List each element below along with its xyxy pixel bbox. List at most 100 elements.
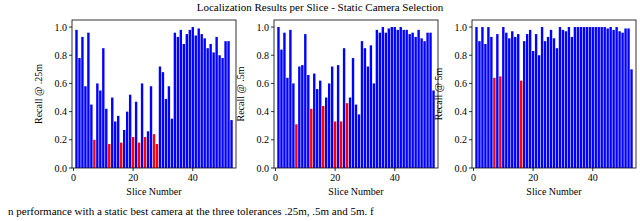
bar bbox=[429, 33, 431, 168]
bar bbox=[165, 99, 167, 168]
bar bbox=[358, 114, 360, 168]
bar bbox=[490, 37, 492, 168]
bar bbox=[595, 27, 597, 168]
y-tick-label: 0.2 bbox=[257, 134, 270, 145]
bar bbox=[129, 95, 131, 168]
y-tick-label: 0.8 bbox=[257, 50, 270, 61]
bar bbox=[331, 67, 333, 168]
y-tick bbox=[271, 83, 274, 84]
bar bbox=[307, 75, 309, 168]
bar bbox=[379, 33, 381, 168]
x-tick-label: 0 bbox=[471, 172, 476, 183]
y-tick-label: 0.2 bbox=[455, 134, 468, 145]
bar bbox=[168, 86, 170, 168]
bar bbox=[481, 27, 483, 168]
bar bbox=[583, 27, 585, 168]
bar bbox=[346, 103, 348, 168]
y-tick bbox=[469, 27, 472, 28]
bar bbox=[316, 89, 318, 168]
x-tick bbox=[473, 168, 474, 171]
bar bbox=[592, 27, 594, 168]
bar bbox=[162, 72, 164, 168]
x-axis-label: Slice Number bbox=[526, 186, 582, 197]
bar bbox=[153, 134, 155, 168]
bar bbox=[397, 30, 399, 168]
bar bbox=[615, 27, 617, 168]
x-axis-label: Slice Number bbox=[126, 186, 182, 197]
bar bbox=[343, 48, 345, 168]
bars bbox=[75, 27, 232, 168]
x-tick-label: 40 bbox=[188, 172, 198, 183]
bar bbox=[580, 27, 582, 168]
bar bbox=[487, 27, 489, 168]
y-tick bbox=[469, 55, 472, 56]
y-tick bbox=[469, 168, 472, 169]
bar bbox=[337, 65, 339, 168]
x-tick bbox=[275, 168, 276, 171]
bar bbox=[529, 30, 531, 168]
bar bbox=[195, 36, 197, 168]
bar bbox=[150, 86, 152, 168]
bar bbox=[286, 78, 288, 168]
y-tick bbox=[69, 111, 72, 112]
bar bbox=[227, 41, 229, 168]
bar bbox=[364, 48, 366, 168]
bar bbox=[144, 137, 146, 168]
bar bbox=[215, 37, 217, 168]
bar bbox=[198, 28, 200, 168]
y-tick-label: 0.8 bbox=[55, 50, 68, 61]
bar bbox=[96, 83, 98, 168]
panel: 0.00.20.40.60.81.002040Slice NumberRecal… bbox=[235, 20, 438, 197]
bar bbox=[180, 30, 182, 168]
bar bbox=[230, 120, 232, 168]
bar bbox=[571, 37, 573, 168]
bar bbox=[322, 106, 324, 168]
bar bbox=[126, 112, 128, 168]
bar bbox=[301, 65, 303, 168]
x-axis-label: Slice Number bbox=[328, 186, 384, 197]
figure: Localization Results per Slice - Static … bbox=[0, 0, 640, 221]
bar bbox=[174, 33, 176, 168]
bar bbox=[618, 31, 620, 168]
x-tick-label: 20 bbox=[128, 172, 138, 183]
bar bbox=[177, 37, 179, 168]
bar bbox=[304, 34, 306, 168]
bar bbox=[75, 30, 77, 168]
bar bbox=[87, 33, 89, 168]
bar bbox=[135, 102, 137, 168]
bar bbox=[538, 55, 540, 168]
bar bbox=[601, 27, 603, 168]
bar bbox=[403, 30, 405, 168]
y-tick bbox=[69, 168, 72, 169]
x-tick bbox=[73, 168, 74, 171]
bar bbox=[78, 58, 80, 168]
x-tick bbox=[192, 168, 193, 171]
title: Localization Results per Slice - Static … bbox=[197, 1, 444, 13]
x-tick bbox=[394, 168, 395, 171]
frame bbox=[472, 20, 636, 168]
bar bbox=[102, 48, 104, 168]
y-tick bbox=[469, 139, 472, 140]
y-tick-label: 0.4 bbox=[257, 106, 270, 117]
bar bbox=[505, 33, 507, 168]
bar bbox=[209, 44, 211, 168]
bar bbox=[206, 48, 208, 168]
bar bbox=[414, 37, 416, 168]
bar bbox=[81, 37, 83, 168]
bar bbox=[562, 30, 564, 168]
bar bbox=[203, 38, 205, 168]
bar bbox=[423, 41, 425, 168]
bar bbox=[553, 38, 555, 168]
bar bbox=[159, 67, 161, 168]
x-tick-label: 40 bbox=[588, 172, 598, 183]
bar bbox=[277, 27, 279, 168]
frame bbox=[72, 20, 236, 168]
bar bbox=[325, 98, 327, 168]
bar bbox=[475, 27, 477, 168]
bar bbox=[292, 83, 294, 168]
y-tick-label: 0.6 bbox=[257, 78, 270, 89]
bar bbox=[376, 30, 378, 168]
y-tick bbox=[271, 27, 274, 28]
bar bbox=[189, 30, 191, 168]
y-axis-label: Recall @ .25m bbox=[33, 64, 44, 124]
